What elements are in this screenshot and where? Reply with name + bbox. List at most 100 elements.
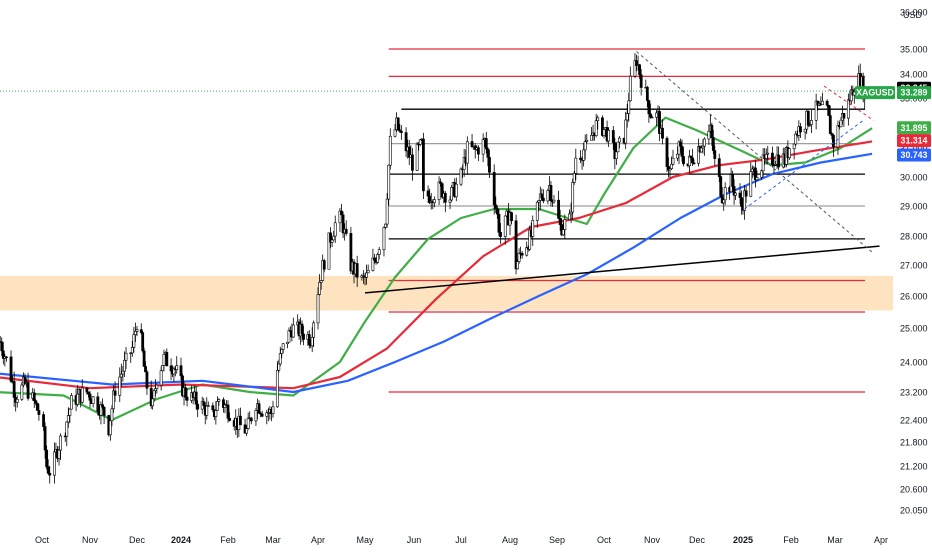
y-tick-label-10: 26.000 [900, 292, 928, 302]
y-tick-label-14: 22.400 [900, 416, 928, 426]
candle-body-39 [80, 387, 84, 403]
candle-body-9 [15, 398, 19, 403]
candle-body-156 [329, 232, 332, 243]
x-tick-label-12: Oct [597, 535, 612, 545]
candle-body-362 [774, 164, 777, 166]
candle-body-205 [437, 181, 441, 200]
candle-body-351 [750, 168, 754, 173]
candle-body-313 [670, 163, 673, 170]
candle-body-126 [266, 412, 270, 414]
candle-body-289 [618, 137, 621, 143]
candle-body-392 [839, 119, 843, 128]
candle-body-364 [777, 154, 781, 168]
candle-body-270 [579, 157, 582, 160]
candle-body-220 [470, 141, 474, 147]
price-label-bg-1 [855, 86, 895, 100]
trendline-3 [823, 85, 874, 121]
candle-body-18 [35, 403, 39, 411]
time-axis: Oct Nov Dec 2024 Feb Mar Apr May Jun Jul Aug Sep Oct… [35, 535, 888, 545]
candle-body-239 [510, 212, 513, 222]
candle-body-133 [280, 349, 284, 354]
candle-body-294 [628, 75, 632, 102]
candle-body-65 [139, 329, 143, 333]
y-tick-label-0: 36.000 [900, 8, 928, 18]
candle-body-245 [525, 247, 529, 256]
candle-body-346 [740, 197, 743, 207]
candle-body-380 [814, 100, 818, 121]
candle-body-232 [495, 208, 499, 215]
candle-body-235 [503, 215, 507, 237]
candle-body-274 [585, 139, 589, 142]
candle-body-250 [535, 201, 539, 221]
candle-body-106 [223, 404, 227, 408]
candle-body-56 [119, 373, 123, 378]
candle-body-324 [692, 162, 696, 165]
candle-body-265 [568, 213, 571, 220]
candle-body-104 [217, 399, 221, 402]
candle-body-249 [531, 220, 535, 237]
candle-body-211 [450, 187, 454, 201]
candle-body-260 [557, 199, 560, 219]
x-tick-label-5: Mar [265, 535, 281, 545]
candle-body-369 [788, 148, 791, 159]
candle-body-390 [836, 125, 840, 148]
candle-body-55 [118, 376, 122, 396]
candle-body-323 [691, 157, 694, 164]
candle-body-157 [330, 239, 334, 243]
candle-body-317 [679, 141, 682, 147]
candle-body-182 [385, 198, 389, 225]
candle-body-120 [254, 410, 258, 422]
candle-body-108 [226, 404, 230, 419]
candle-body-207 [440, 183, 444, 198]
candle-body-169 [355, 263, 359, 278]
candle-body-377 [806, 110, 810, 126]
candle-body-263 [561, 229, 565, 236]
candle-body-355 [760, 170, 763, 178]
currency-label: USD [903, 10, 923, 20]
candle-body-385 [825, 100, 829, 106]
candle-body-28 [57, 449, 61, 459]
candle-body-244 [520, 253, 524, 256]
candle-body-318 [680, 145, 684, 157]
candle-body-178 [376, 254, 380, 263]
candle-body-281 [602, 129, 606, 136]
y-tick-label-8: 28.000 [900, 232, 928, 242]
candle-body-251 [537, 200, 541, 203]
moving-average-2 [0, 152, 873, 394]
candle-body-230 [492, 172, 496, 206]
candle-body-257 [549, 185, 553, 202]
candle-body-80 [169, 365, 173, 372]
candle-body-40 [85, 387, 89, 393]
candle-body-73 [154, 388, 157, 392]
price-label-bg-3 [897, 121, 931, 135]
candle-body-60 [129, 352, 133, 354]
candle-body-379 [810, 120, 813, 125]
candle-body-33 [68, 408, 72, 416]
candle-body-123 [259, 412, 262, 415]
candle-body-102 [214, 410, 218, 417]
trendlines-layer [0, 51, 893, 294]
y-tick-label-13: 23.200 [900, 388, 928, 398]
candle-body-136 [287, 330, 291, 343]
candle-body-117 [246, 417, 250, 429]
x-tick-label-0: Oct [35, 535, 50, 545]
candle-body-143 [300, 323, 304, 335]
candle-body-194 [411, 154, 414, 171]
x-tick-label-15: 2025 [733, 535, 753, 545]
candle-body-67 [142, 350, 146, 367]
candle-body-134 [281, 343, 285, 350]
candle-body-338 [722, 199, 726, 204]
candle-body-150 [316, 294, 320, 324]
candle-body-330 [707, 130, 711, 140]
candle-body-59 [124, 352, 128, 361]
candle-body-94 [196, 403, 200, 410]
y-tick-label-17: 20.600 [900, 485, 928, 495]
candle-body-386 [827, 105, 831, 116]
candle-body-75 [159, 370, 163, 386]
candle-body-214 [454, 183, 458, 198]
candle-body-388 [830, 133, 834, 136]
candle-body-148 [310, 336, 314, 347]
candle-body-240 [514, 220, 518, 270]
candle-body-189 [399, 130, 403, 133]
